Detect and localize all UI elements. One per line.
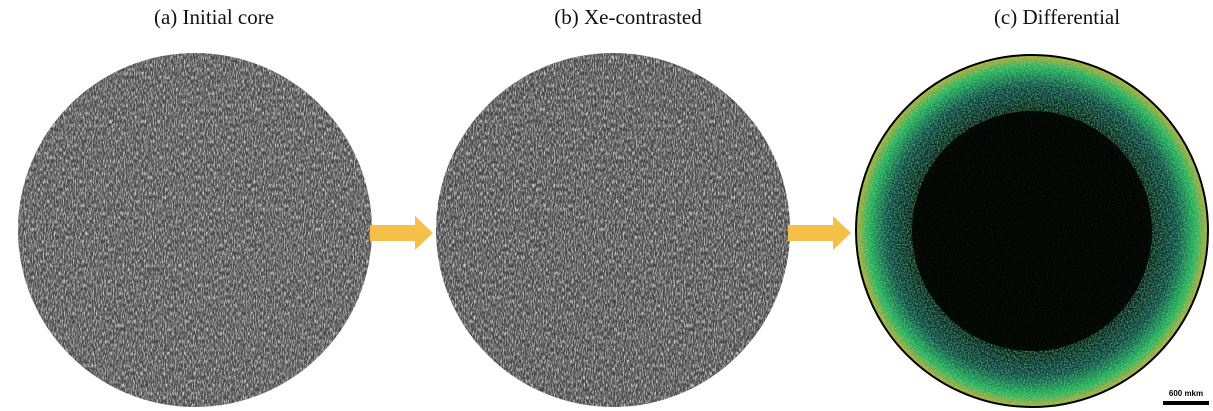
panel-title: (a) Initial core [154, 5, 274, 29]
scale-bar [1163, 401, 1209, 405]
core-image-a [18, 53, 372, 407]
scale-label: 600 mkm [1169, 389, 1203, 398]
arrow [788, 216, 851, 250]
core-image-c [856, 55, 1208, 407]
panel-title: (c) Differential [994, 5, 1120, 29]
core-image-b [436, 53, 790, 407]
panel-title: (b) Xe-contrasted [554, 5, 702, 29]
arrow [370, 216, 433, 250]
figure: (a) Initial core (b) Xe-contrasted (c) D… [0, 0, 1213, 411]
